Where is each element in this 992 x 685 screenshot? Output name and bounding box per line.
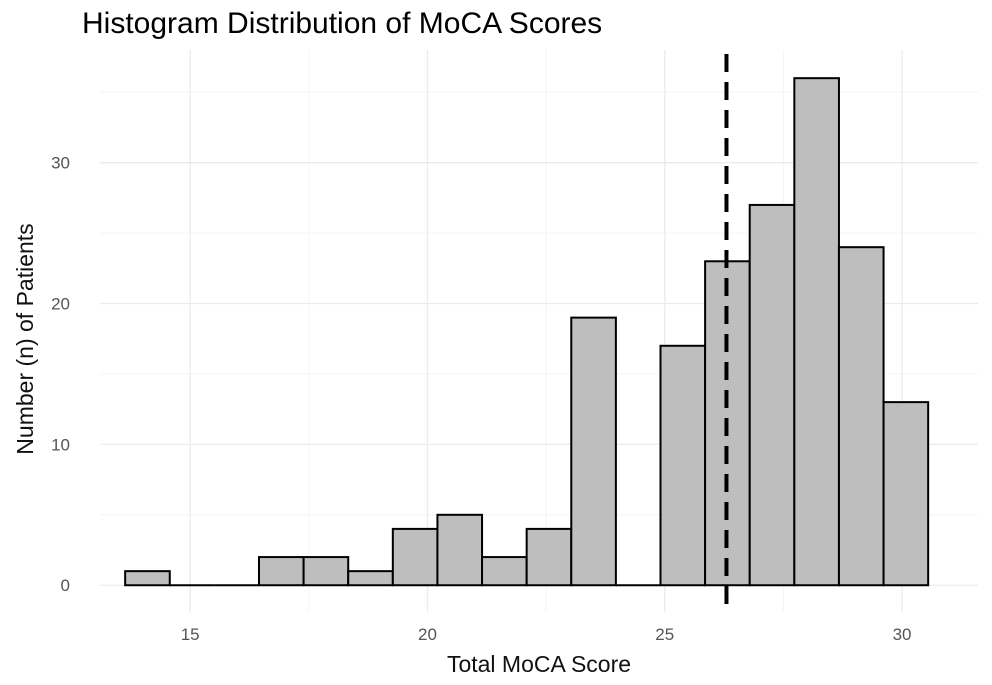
histogram-bar: [391, 527, 439, 587]
histogram-bar: [436, 513, 484, 587]
histogram-bar: [257, 556, 305, 587]
y-tick-label: 20: [51, 295, 70, 314]
x-tick-label: 15: [181, 625, 200, 644]
tick-labels-layer: 15 20 25 30 0 10 20 30: [51, 154, 911, 644]
y-tick-label: 0: [61, 576, 70, 595]
histogram-bar: [659, 344, 707, 587]
histogram-bar: [124, 570, 171, 587]
bars-layer: [124, 77, 930, 587]
y-tick-label: 10: [51, 435, 70, 454]
histogram-bar: [570, 316, 617, 587]
histogram-bar: [525, 527, 573, 587]
histogram-bar: [481, 556, 528, 587]
y-axis-title: Number (n) of Patients: [12, 223, 38, 454]
histogram-bar: [302, 556, 350, 587]
x-axis-title: Total MoCA Score: [447, 651, 631, 677]
histogram-bar: [347, 570, 394, 587]
histogram-bar: [748, 203, 796, 587]
histogram-bar: [837, 246, 885, 587]
histogram-bar: [882, 401, 930, 587]
x-tick-label: 20: [418, 625, 437, 644]
histogram-bar: [793, 77, 840, 587]
x-tick-label: 30: [893, 625, 912, 644]
chart-title: Histogram Distribution of MoCA Scores: [82, 7, 602, 40]
x-tick-label: 25: [655, 625, 674, 644]
y-tick-label: 30: [51, 154, 70, 173]
